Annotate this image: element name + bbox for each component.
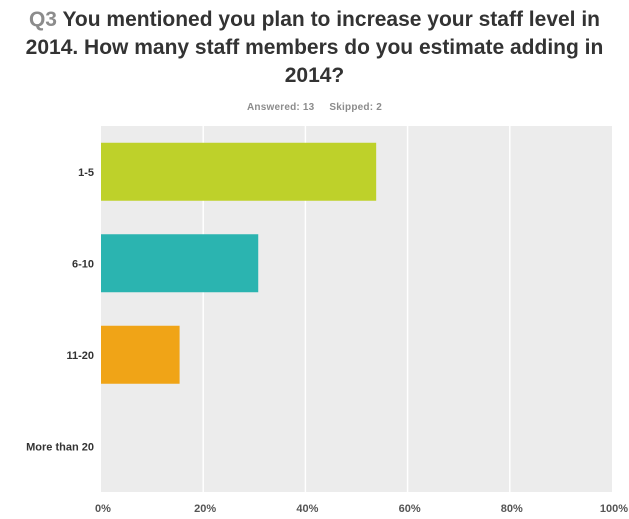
x-axis-tick-labels: 0% 20% 40% 60% 80% 100%: [95, 503, 628, 515]
x-tick-label: 100%: [600, 503, 628, 515]
x-tick-label: 40%: [296, 503, 318, 515]
bars: [101, 142, 377, 384]
skipped-count: Skipped: 2: [329, 102, 382, 113]
x-tick-label: 20%: [194, 503, 216, 515]
question-number: Q3: [28, 8, 57, 31]
bar-11-20[interactable]: [101, 325, 180, 384]
category-label: 11-20: [66, 350, 94, 362]
x-tick-label: 80%: [501, 503, 523, 515]
answered-count: Answered: 13: [247, 102, 315, 113]
category-label: More than 20: [26, 441, 94, 453]
chart-title: Q3 You mentioned you plan to increase yo…: [0, 6, 629, 90]
x-tick-label: 0%: [95, 503, 111, 515]
category-label: 1-5: [78, 167, 94, 179]
bar-6-10[interactable]: [101, 234, 259, 293]
category-label: 6-10: [72, 258, 94, 270]
category-labels: 1-5 6-10 11-20 More than 20: [26, 167, 94, 454]
x-tick-label: 60%: [399, 503, 421, 515]
question-text: You mentioned you plan to increase your …: [25, 8, 604, 87]
response-summary: Answered: 13 Skipped: 2: [0, 102, 629, 113]
bar-1-5[interactable]: [101, 142, 377, 201]
